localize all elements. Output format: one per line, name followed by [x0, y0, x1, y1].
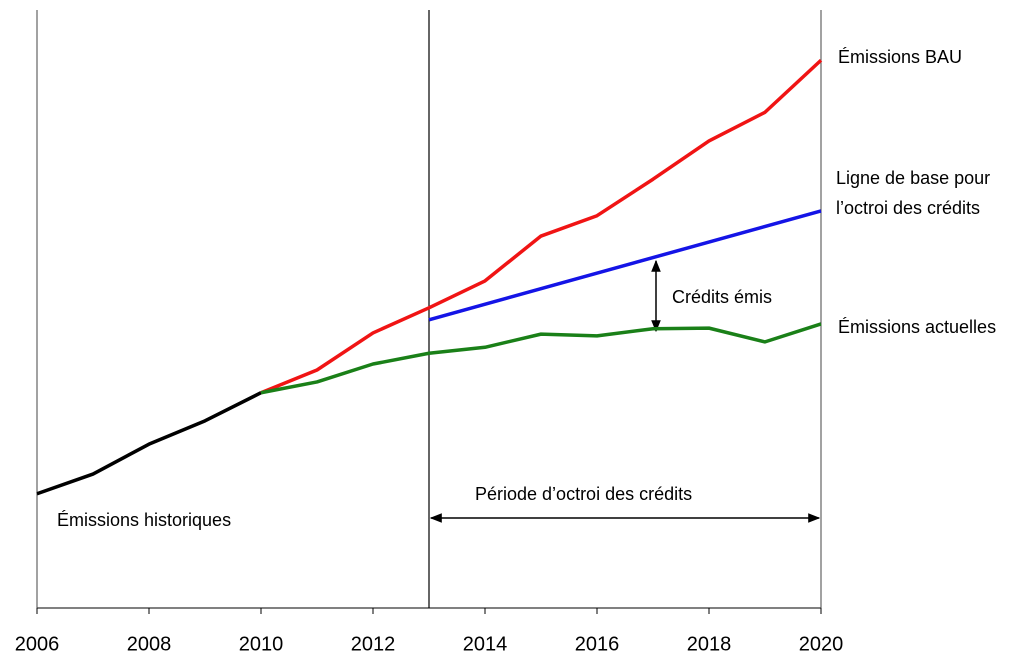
- series-label: Émissions BAU: [838, 47, 963, 67]
- x-tick-label: 2008: [127, 633, 172, 655]
- line-series: [428, 209, 822, 322]
- line-series: [36, 391, 262, 496]
- series-label: Émissions actuelles: [838, 317, 997, 337]
- x-tick-label: 2012: [351, 633, 396, 655]
- x-tick-label: 2006: [15, 633, 60, 655]
- x-tick-label: 2014: [463, 633, 508, 655]
- series-label: Émissions historiques: [57, 510, 232, 530]
- line-series: [260, 58, 823, 395]
- series-label: Ligne de base pour l’octroi des crédits: [836, 168, 991, 218]
- line-series: [260, 322, 822, 395]
- x-tick-label: 2010: [239, 633, 284, 655]
- annotation: Crédits émis: [672, 287, 773, 307]
- annotation: Période d’octroi des crédits: [475, 484, 693, 504]
- x-tick-label: 2018: [687, 633, 732, 655]
- x-tick-label: 2020: [799, 633, 844, 655]
- x-tick-label: 2016: [575, 633, 620, 655]
